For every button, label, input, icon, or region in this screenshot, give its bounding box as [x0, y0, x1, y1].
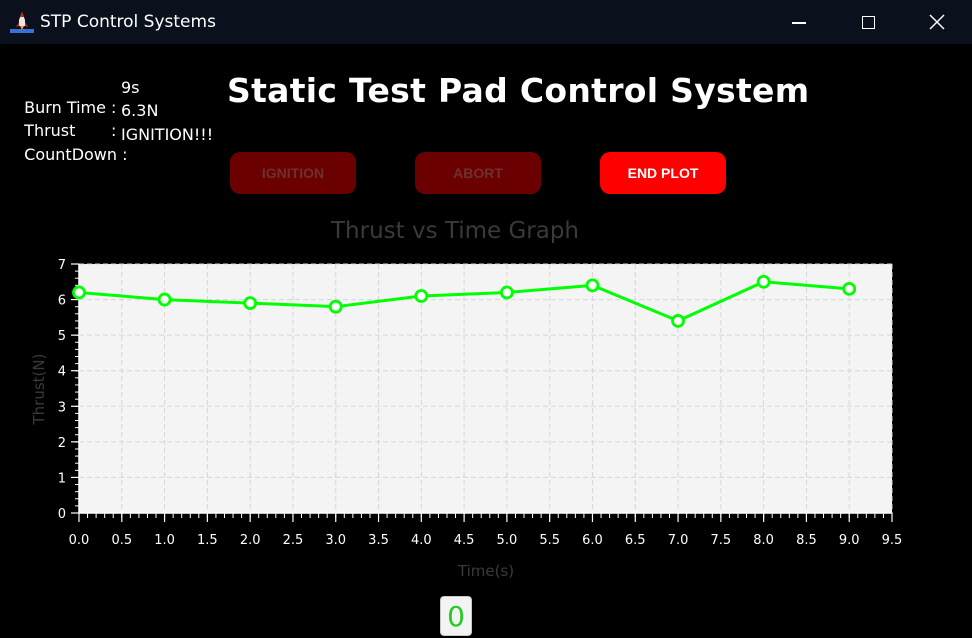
maximize-button[interactable]: [833, 0, 903, 44]
data-point: [671, 314, 685, 328]
page-title: Static Test Pad Control System: [227, 71, 810, 110]
y-tick-label: 0: [58, 507, 66, 522]
data-point: [157, 292, 172, 307]
x-tick-label: 4.5: [454, 533, 475, 548]
x-tick-label: 1.0: [154, 533, 175, 548]
window-title: STP Control Systems: [40, 12, 216, 32]
burn-time-row: Burn Time : 9s: [14, 78, 139, 138]
x-tick-label: 6.5: [625, 533, 646, 548]
y-axis-label: Thrust(N): [30, 354, 48, 426]
x-tick-label: 2.5: [283, 533, 304, 548]
series-line: [78, 280, 850, 323]
thrust-row: Thrust : 6.3N: [14, 101, 158, 161]
x-tick-label: 5.5: [539, 533, 560, 548]
title-bar: STP Control Systems: [0, 0, 972, 44]
minimize-icon: [792, 22, 806, 24]
minimize-button[interactable]: [764, 0, 834, 44]
data-point: [414, 289, 429, 303]
x-tick-label: 0.0: [69, 533, 90, 548]
x-tick-label: 3.0: [325, 533, 346, 548]
y-tick-label: 1: [58, 471, 66, 486]
plot-area: [79, 264, 892, 513]
data-point: [499, 285, 514, 300]
series-thrust: [72, 274, 857, 328]
countdown-value: IGNITION!!!: [121, 125, 214, 144]
x-axis-label: Time(s): [457, 562, 514, 580]
x-tick-label: 3.5: [368, 533, 389, 548]
data-point: [585, 278, 600, 293]
thrust-label: Thrust :: [24, 121, 117, 140]
y-tick-label: 2: [58, 436, 66, 451]
abort-button[interactable]: ABORT: [415, 152, 541, 194]
burn-time-value: 9s: [121, 78, 140, 97]
x-tick-label: 8.5: [796, 533, 817, 548]
x-tick-label: 1.5: [197, 533, 218, 548]
y-tick-label: 6: [58, 294, 66, 309]
y-tick-label: 3: [58, 400, 66, 415]
data-point: [243, 296, 258, 311]
chart-title: Thrust vs Time Graph: [330, 218, 579, 244]
y-tick-label: 5: [58, 329, 66, 344]
thrust-value: 6.3N: [121, 101, 159, 120]
y-tick-label: 4: [58, 365, 66, 380]
burn-time-label: Burn Time :: [24, 98, 117, 117]
x-tick-label: 8.0: [753, 533, 774, 548]
grid-lines: [79, 263, 893, 513]
x-tick-label: 9.0: [839, 533, 860, 548]
rocket-icon: [10, 12, 34, 33]
axes: 0 1 2 3 4 5 6 7 0.0 0.5 1.0 1.5 2.0 2.5 3.0 3.5 4.0 4.5 5.…: [58, 258, 903, 548]
maximize-icon: [861, 15, 875, 29]
y-tick-label: 7: [58, 258, 66, 273]
data-point: [72, 285, 86, 300]
x-tick-label: 4.0: [411, 533, 432, 548]
close-icon: [929, 14, 945, 30]
data-point: [328, 299, 343, 314]
x-tick-label: 0.5: [111, 533, 132, 548]
x-tick-label: 7.0: [668, 533, 689, 548]
data-point: [842, 281, 857, 296]
thrust-time-chart: 0 1 2 3 4 5 6 7 0.0 0.5 1.0 1.5 2.0 2.5 3.0 3.5 4.0 4.5 5.…: [30, 218, 903, 580]
x-tick-label: 6.0: [582, 533, 603, 548]
x-tick-label: 2.0: [240, 533, 261, 548]
countdown-label: CountDown :: [24, 145, 128, 164]
ignition-button[interactable]: IGNITION: [230, 152, 356, 194]
countdown-row: CountDown : IGNITION!!!: [14, 125, 213, 185]
sample-counter: 0: [440, 596, 472, 636]
end-plot-button[interactable]: END PLOT: [600, 152, 726, 194]
data-point: [756, 274, 771, 289]
x-tick-label: 7.5: [710, 533, 731, 548]
x-tick-label: 5.0: [497, 533, 518, 548]
x-tick-label: 9.5: [882, 533, 903, 548]
close-button[interactable]: [902, 0, 972, 44]
